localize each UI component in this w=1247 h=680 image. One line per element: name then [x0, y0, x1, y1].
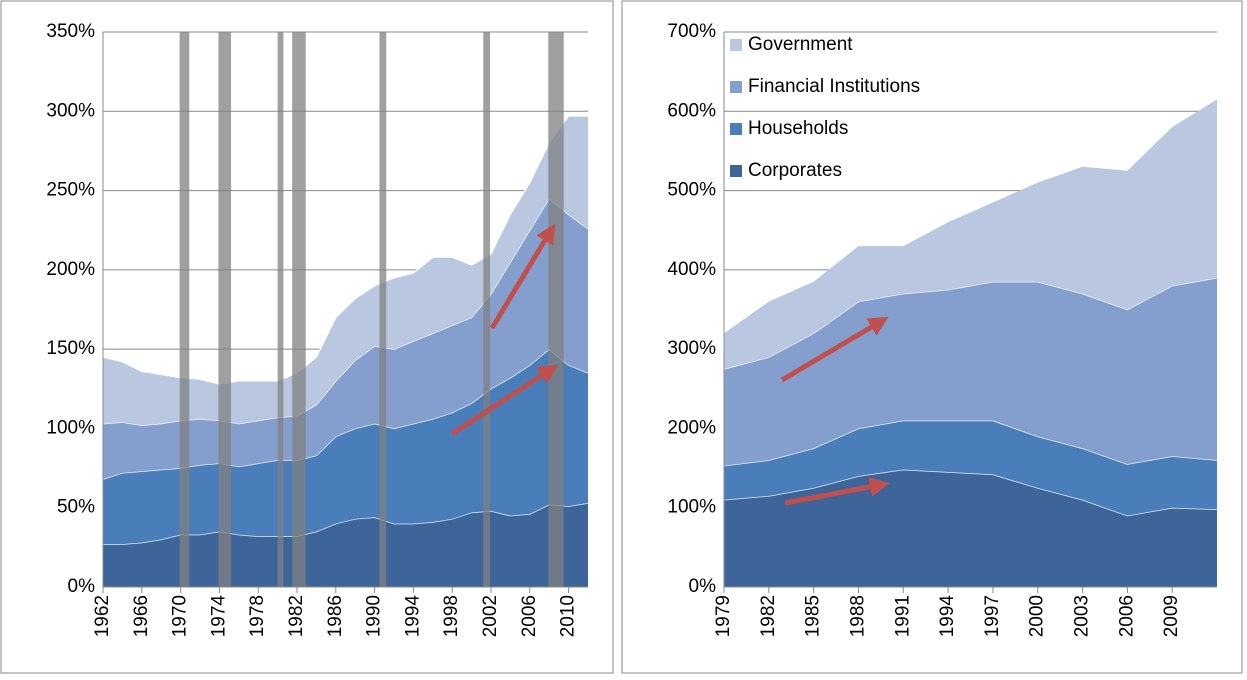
x-tick-label: 1991	[892, 595, 913, 637]
y-tick-label: 300%	[46, 100, 95, 121]
legend-label: Government	[748, 34, 853, 55]
y-tick-label: 500%	[667, 180, 716, 201]
shaded-period	[379, 32, 387, 587]
y-tick-label: 150%	[46, 338, 95, 359]
legend-label: Corporates	[748, 160, 842, 181]
x-tick-label: 1974	[208, 595, 229, 638]
x-tick-label: 2003	[1072, 595, 1093, 637]
legend-swatch	[730, 39, 742, 51]
x-tick-label: 1990	[364, 595, 385, 637]
y-tick-label: 0%	[68, 576, 96, 597]
y-tick-label: 100%	[46, 417, 95, 438]
y-tick-label: 300%	[667, 338, 716, 359]
arrow	[784, 477, 890, 506]
x-tick-label: 1982	[286, 595, 307, 637]
x-tick-label: 1994	[402, 595, 423, 638]
arrow	[780, 316, 889, 383]
x-tick-label: 1982	[758, 595, 779, 637]
legend-swatch	[730, 165, 742, 177]
shaded-period	[292, 32, 306, 587]
x-tick-label: 1986	[325, 595, 346, 637]
legend-swatch	[730, 81, 742, 93]
y-tick-label: 200%	[667, 417, 716, 438]
y-tick-label: 350%	[46, 21, 95, 42]
area	[103, 116, 588, 426]
legend-label: Households	[748, 118, 848, 139]
area	[724, 420, 1217, 516]
arrow	[489, 223, 556, 330]
x-tick-label: 1994	[937, 595, 958, 638]
x-tick-label: 1997	[982, 595, 1003, 637]
area	[724, 99, 1217, 369]
legend-swatch	[730, 123, 742, 135]
panel-border	[621, 0, 1243, 674]
x-tick-label: 1966	[131, 595, 152, 637]
y-tick-label: 200%	[46, 259, 95, 280]
shaded-period	[277, 32, 284, 587]
x-tick-label: 2006	[519, 595, 540, 637]
x-tick-label: 2000	[1027, 595, 1048, 637]
y-tick-label: 0%	[689, 576, 717, 597]
y-tick-label: 100%	[667, 497, 716, 518]
y-tick-label: 250%	[46, 180, 95, 201]
shaded-period	[548, 32, 564, 587]
shaded-period	[483, 32, 491, 587]
area	[724, 277, 1217, 466]
x-tick-label: 1985	[803, 595, 824, 637]
x-tick-label: 2009	[1161, 595, 1182, 637]
x-tick-label: 1962	[92, 595, 113, 637]
x-tick-label: 1978	[247, 595, 268, 637]
y-tick-label: 50%	[57, 497, 95, 518]
x-tick-label: 1988	[847, 595, 868, 637]
x-tick-label: 1970	[170, 595, 191, 637]
x-tick-label: 2002	[480, 595, 501, 637]
x-tick-label: 2006	[1116, 595, 1137, 637]
x-tick-label: 1998	[441, 595, 462, 637]
arrow	[450, 364, 559, 437]
y-tick-label: 400%	[667, 259, 716, 280]
shaded-period	[179, 32, 190, 587]
x-tick-label: 1979	[713, 595, 734, 637]
y-tick-label: 600%	[667, 100, 716, 121]
legend-label: Financial Institutions	[748, 76, 920, 97]
panel-border	[0, 0, 614, 674]
area	[724, 469, 1217, 587]
x-tick-label: 2010	[558, 595, 579, 637]
shaded-period	[218, 32, 232, 587]
y-tick-label: 700%	[667, 21, 716, 42]
arrows	[450, 223, 890, 506]
